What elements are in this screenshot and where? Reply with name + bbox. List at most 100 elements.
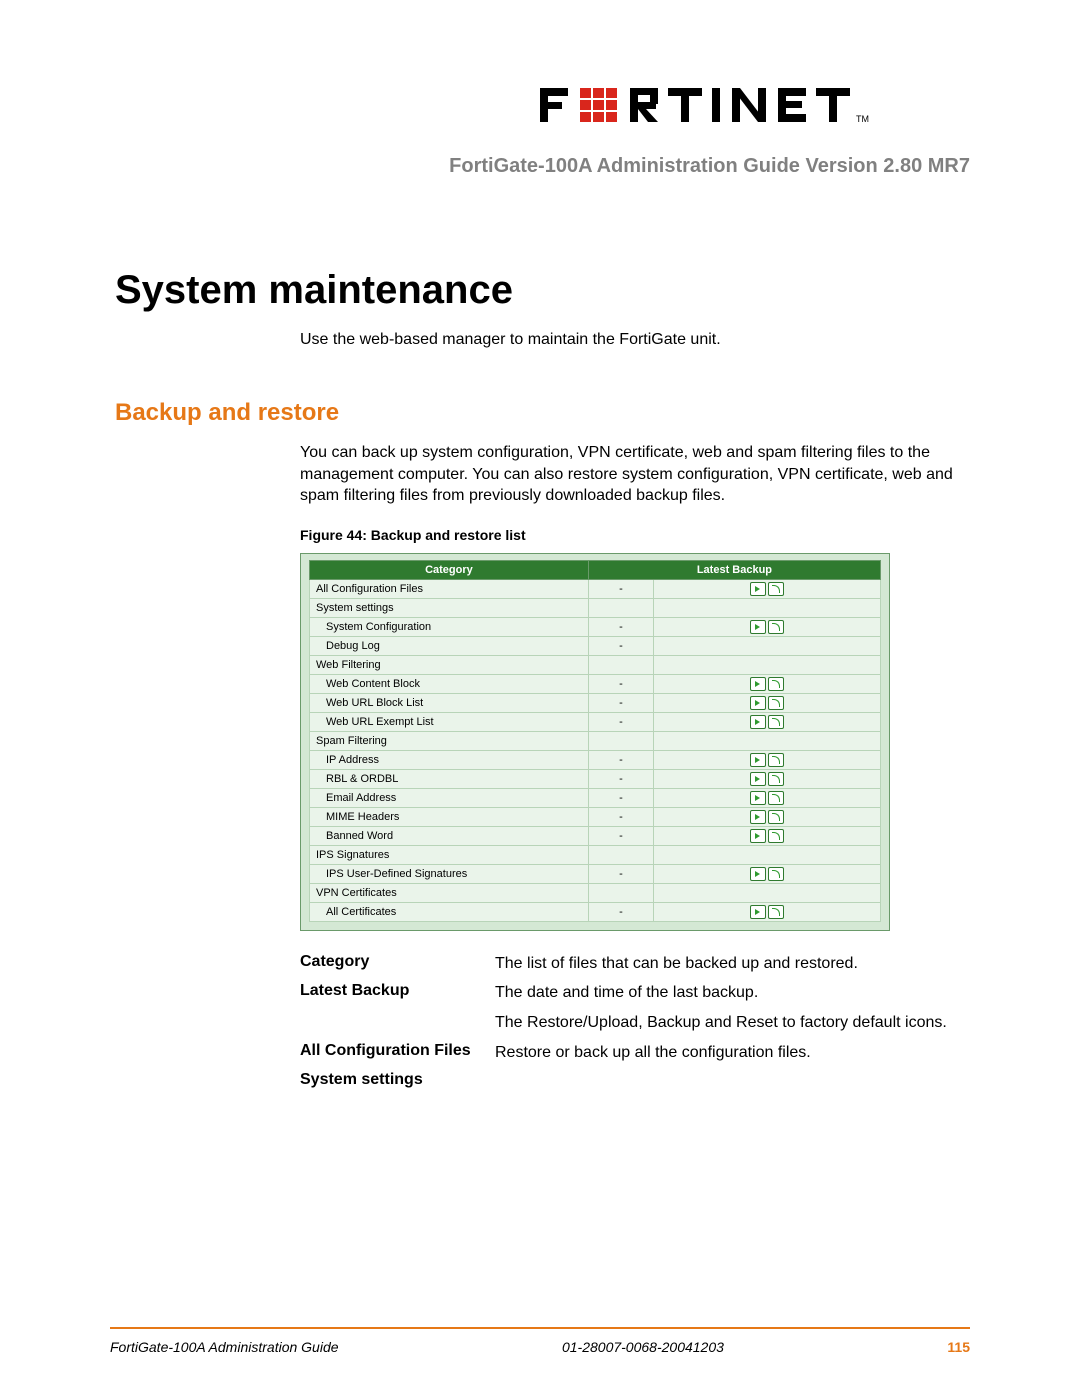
backup-icon[interactable]: [750, 620, 766, 634]
latest-backup-cell: [588, 731, 653, 750]
definition-description: Restore or back up all the configuration…: [495, 1042, 970, 1064]
action-icons-cell: [654, 826, 881, 845]
footer-left: FortiGate-100A Administration Guide: [110, 1339, 339, 1355]
intro-text: Use the web-based manager to maintain th…: [300, 331, 970, 349]
table-row: Spam Filtering: [310, 731, 881, 750]
category-cell: IPS Signatures: [310, 845, 589, 864]
table-row: Email Address-: [310, 788, 881, 807]
latest-backup-cell: -: [588, 617, 653, 636]
action-icons-cell: [654, 883, 881, 902]
table-row: MIME Headers-: [310, 807, 881, 826]
table-row: Web Filtering: [310, 655, 881, 674]
backup-icon[interactable]: [750, 696, 766, 710]
action-icons-cell: [654, 636, 881, 655]
backup-icon[interactable]: [750, 582, 766, 596]
section-heading: Backup and restore: [115, 399, 970, 427]
action-icons-cell: [654, 674, 881, 693]
definition-term: All Configuration Files: [300, 1042, 495, 1064]
category-cell: RBL & ORDBL: [310, 769, 589, 788]
page-footer: FortiGate-100A Administration Guide 01-2…: [110, 1339, 970, 1355]
table-row: IPS User-Defined Signatures-: [310, 864, 881, 883]
action-icons-cell: [654, 864, 881, 883]
restore-icon[interactable]: [768, 772, 784, 786]
section-body: You can back up system configuration, VP…: [300, 442, 970, 507]
latest-backup-cell: -: [588, 579, 653, 598]
footer-center: 01-28007-0068-20041203: [562, 1339, 724, 1355]
table-row: Web Content Block-: [310, 674, 881, 693]
table-row: IP Address-: [310, 750, 881, 769]
guide-subtitle: FortiGate-100A Administration Guide Vers…: [110, 155, 970, 178]
category-cell: System settings: [310, 598, 589, 617]
category-cell: Web Filtering: [310, 655, 589, 674]
action-icons-cell: [654, 750, 881, 769]
col-header-latest-backup: Latest Backup: [588, 560, 880, 579]
action-icons-cell: [654, 902, 881, 921]
definition-row: All Configuration FilesRestore or back u…: [300, 1042, 970, 1064]
page-number: 115: [947, 1339, 970, 1355]
category-cell: Web Content Block: [310, 674, 589, 693]
category-cell: Web URL Exempt List: [310, 712, 589, 731]
category-cell: Web URL Block List: [310, 693, 589, 712]
backup-icon[interactable]: [750, 829, 766, 843]
backup-icon[interactable]: [750, 677, 766, 691]
backup-icon[interactable]: [750, 791, 766, 805]
table-row: Web URL Block List-: [310, 693, 881, 712]
restore-icon[interactable]: [768, 810, 784, 824]
category-cell: Email Address: [310, 788, 589, 807]
action-icons-cell: [654, 655, 881, 674]
action-icons-cell: [654, 731, 881, 750]
definition-term: Category: [300, 953, 495, 975]
table-row: IPS Signatures: [310, 845, 881, 864]
table-row: All Configuration Files-: [310, 579, 881, 598]
table-row: VPN Certificates: [310, 883, 881, 902]
action-icons-cell: [654, 579, 881, 598]
definition-description: The Restore/Upload, Backup and Reset to …: [495, 1012, 970, 1034]
latest-backup-cell: -: [588, 693, 653, 712]
restore-icon[interactable]: [768, 677, 784, 691]
restore-icon[interactable]: [768, 753, 784, 767]
backup-restore-table: Category Latest Backup All Configuration…: [309, 560, 881, 922]
action-icons-cell: [654, 769, 881, 788]
latest-backup-cell: -: [588, 712, 653, 731]
definition-row: Latest BackupThe date and time of the la…: [300, 982, 970, 1004]
action-icons-cell: [654, 845, 881, 864]
definition-description: The list of files that can be backed up …: [495, 953, 970, 975]
latest-backup-cell: [588, 598, 653, 617]
latest-backup-cell: [588, 845, 653, 864]
backup-icon[interactable]: [750, 810, 766, 824]
latest-backup-cell: [588, 655, 653, 674]
latest-backup-cell: -: [588, 750, 653, 769]
restore-icon[interactable]: [768, 829, 784, 843]
category-cell: Banned Word: [310, 826, 589, 845]
fortinet-logo: TM: [540, 80, 970, 135]
backup-icon[interactable]: [750, 753, 766, 767]
latest-backup-cell: -: [588, 788, 653, 807]
logo-area: TM: [110, 80, 970, 135]
latest-backup-cell: -: [588, 636, 653, 655]
category-cell: IPS User-Defined Signatures: [310, 864, 589, 883]
restore-icon[interactable]: [768, 867, 784, 881]
restore-icon[interactable]: [768, 696, 784, 710]
definitions-block: CategoryThe list of files that can be ba…: [300, 953, 970, 1089]
action-icons-cell: [654, 712, 881, 731]
restore-icon[interactable]: [768, 905, 784, 919]
latest-backup-cell: -: [588, 826, 653, 845]
footer-rule: [110, 1327, 970, 1329]
table-row: Web URL Exempt List-: [310, 712, 881, 731]
backup-icon[interactable]: [750, 905, 766, 919]
restore-icon[interactable]: [768, 620, 784, 634]
latest-backup-cell: [588, 883, 653, 902]
restore-icon[interactable]: [768, 715, 784, 729]
col-header-category: Category: [310, 560, 589, 579]
category-cell: Debug Log: [310, 636, 589, 655]
category-cell: All Configuration Files: [310, 579, 589, 598]
definition-term: System settings: [300, 1071, 495, 1089]
restore-icon[interactable]: [768, 791, 784, 805]
backup-icon[interactable]: [750, 772, 766, 786]
backup-icon[interactable]: [750, 867, 766, 881]
category-cell: System Configuration: [310, 617, 589, 636]
definition-term: [300, 1012, 495, 1034]
restore-icon[interactable]: [768, 582, 784, 596]
backup-icon[interactable]: [750, 715, 766, 729]
action-icons-cell: [654, 807, 881, 826]
